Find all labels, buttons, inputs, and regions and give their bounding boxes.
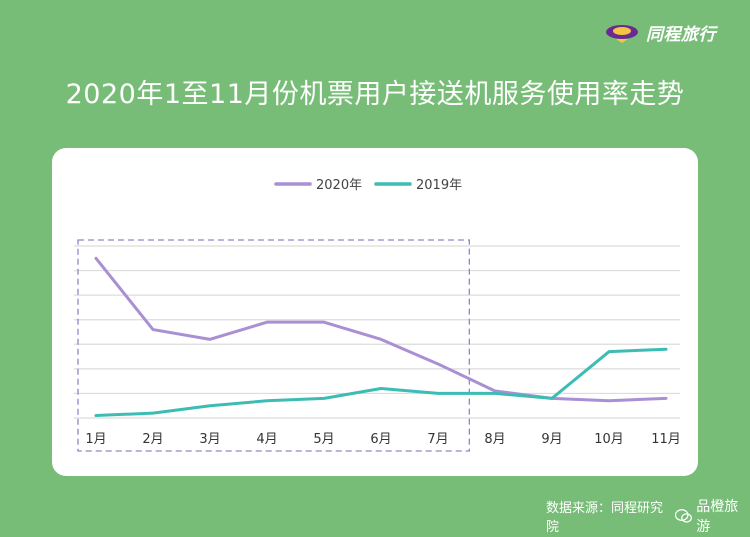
line-chart: 1月 2月 3月 4月 5月 6月 7月 8月 9月 10月 11月 2020年 2019年 — [74, 178, 681, 452]
x-tick-label: 7月 — [427, 432, 448, 447]
brand-name: 同程旅行 — [646, 25, 716, 45]
series-line-2019 — [94, 347, 668, 418]
x-tick-label: 4月 — [256, 432, 277, 447]
wechat-icon — [674, 509, 692, 523]
brand-logo: 同程旅行 — [604, 20, 716, 45]
x-tick-label: 6月 — [370, 432, 391, 447]
legend-label: 2020年 — [316, 178, 362, 193]
x-tick-label: 5月 — [313, 432, 334, 447]
x-tick-label: 2月 — [142, 432, 163, 447]
x-tick-label: 8月 — [484, 432, 505, 447]
x-tick-label: 11月 — [651, 432, 681, 447]
highlight-box — [77, 239, 471, 452]
chart-card: 1月 2月 3月 4月 5月 6月 7月 8月 9月 10月 11月 2020年 2019年 — [52, 148, 698, 476]
data-source: 数据来源：同程研究院 — [546, 501, 664, 535]
page-title: 2020年1至11月份机票用户接送机服务使用率走势 — [65, 79, 685, 110]
x-tick-label: 9月 — [541, 432, 562, 447]
tongcheng-logo-icon — [606, 24, 638, 43]
series-line-2020 — [94, 256, 668, 403]
footer: 数据来源：同程研究院 品橙旅游 — [546, 496, 750, 536]
watermark: 品橙旅游 — [696, 499, 739, 535]
legend-label: 2019年 — [416, 178, 462, 193]
x-tick-label: 1月 — [85, 432, 106, 447]
x-tick-label: 10月 — [594, 432, 624, 447]
x-tick-label: 3月 — [199, 432, 220, 447]
